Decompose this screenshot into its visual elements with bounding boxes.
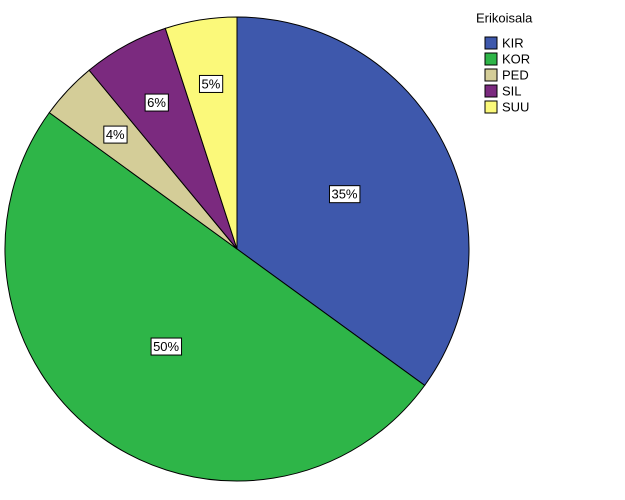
legend-label: SIL bbox=[502, 83, 522, 98]
data-label-box bbox=[328, 185, 361, 204]
data-label: 35% bbox=[331, 187, 357, 202]
pie-slice bbox=[4, 111, 426, 482]
legend-label: KIR bbox=[502, 35, 524, 50]
data-label: 5% bbox=[201, 76, 220, 91]
data-label-box bbox=[150, 337, 183, 356]
legend-title: Erikoisala bbox=[476, 10, 533, 25]
data-label-box bbox=[144, 93, 169, 112]
data-label-box bbox=[198, 74, 224, 93]
data-label-group: 6% bbox=[144, 93, 169, 112]
legend-swatch bbox=[484, 52, 498, 66]
legend-label: PED bbox=[502, 67, 529, 82]
data-label-box bbox=[103, 125, 128, 144]
legend-swatch bbox=[484, 36, 498, 50]
data-label-group: 50% bbox=[150, 337, 183, 356]
data-label: 6% bbox=[147, 95, 166, 110]
legend-label: SUU bbox=[502, 99, 529, 114]
data-label-group: 35% bbox=[328, 185, 361, 204]
legend-label: KOR bbox=[502, 51, 530, 66]
data-label: 50% bbox=[153, 339, 179, 354]
legend-swatch bbox=[484, 68, 498, 82]
data-label-group: 4% bbox=[103, 125, 128, 144]
legend-swatch bbox=[484, 84, 498, 98]
legend-swatch bbox=[484, 100, 498, 114]
data-label: 4% bbox=[106, 127, 125, 142]
data-label-group: 5% bbox=[198, 74, 224, 93]
